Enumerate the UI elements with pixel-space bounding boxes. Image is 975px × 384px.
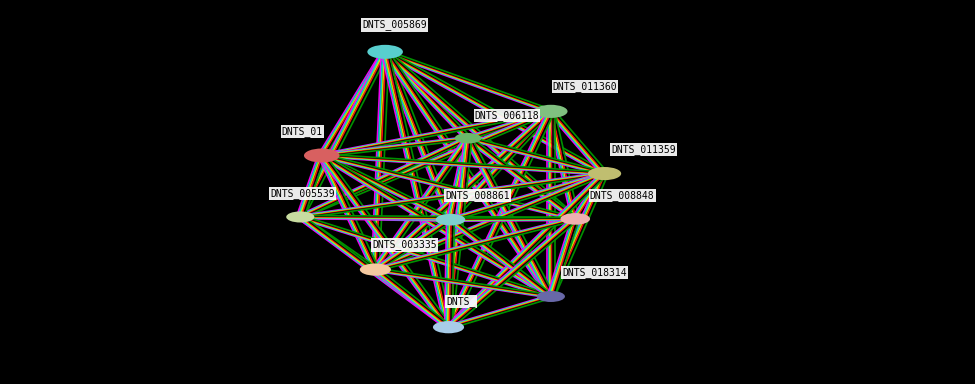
Circle shape [588, 167, 621, 180]
Circle shape [287, 212, 314, 222]
Text: DNTS_008848: DNTS_008848 [590, 190, 654, 201]
Circle shape [436, 214, 465, 225]
Circle shape [368, 45, 403, 59]
Circle shape [360, 263, 391, 276]
Text: DNTS_005869: DNTS_005869 [363, 20, 427, 30]
Text: DNTS_011360: DNTS_011360 [553, 81, 617, 92]
Circle shape [537, 291, 565, 302]
Text: DNTS_: DNTS_ [447, 296, 476, 307]
Text: DNTS_005539: DNTS_005539 [270, 188, 334, 199]
Circle shape [433, 321, 464, 333]
Circle shape [534, 105, 567, 118]
Circle shape [304, 149, 339, 162]
Circle shape [561, 213, 590, 225]
Text: DNTS_006118: DNTS_006118 [475, 110, 539, 121]
Circle shape [454, 133, 482, 144]
Text: DNTS_003335: DNTS_003335 [372, 240, 437, 250]
Text: DNTS_008861: DNTS_008861 [446, 190, 510, 201]
Text: DNTS_011359: DNTS_011359 [611, 144, 676, 155]
Text: DNTS_01: DNTS_01 [282, 126, 323, 137]
Text: DNTS_018314: DNTS_018314 [563, 267, 627, 278]
